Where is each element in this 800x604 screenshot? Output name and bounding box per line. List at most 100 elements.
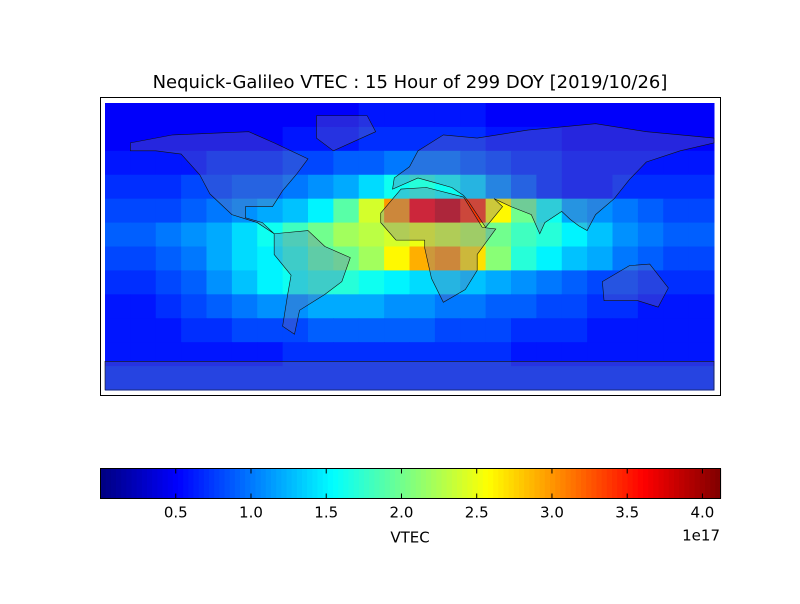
colorbar-swatch (379, 468, 386, 499)
heat-cell (155, 103, 182, 128)
continent (104, 360, 715, 391)
heat-cell (637, 222, 664, 247)
heat-cell (612, 294, 639, 319)
colorbar-swatch (529, 468, 536, 499)
heat-cell (105, 222, 131, 247)
heat-cell (485, 103, 512, 128)
colorbar-swatch (131, 468, 138, 499)
colorbar-swatch (627, 468, 634, 499)
heat-cell (511, 366, 537, 391)
heat-cell (231, 366, 258, 391)
colorbar-swatch (544, 468, 551, 499)
heat-cell (308, 294, 334, 319)
heat-cell (561, 103, 588, 128)
heat-cell (130, 198, 157, 224)
heat-cell (130, 270, 157, 295)
heat-cell (333, 246, 360, 271)
colorbar-swatch (637, 468, 644, 499)
heat-cell (181, 342, 207, 367)
colorbar-swatch (214, 468, 220, 499)
heat-cell (485, 366, 512, 391)
heat-cell (155, 198, 182, 224)
heat-cell (511, 246, 537, 271)
heat-cell (282, 222, 309, 247)
map-frame (100, 97, 721, 396)
heat-cell (206, 126, 233, 152)
colorbar-swatch (705, 468, 711, 499)
colorbar-swatch (534, 468, 541, 499)
colorbar-swatch (224, 468, 231, 499)
heat-cell (358, 222, 385, 247)
colorbar-swatch (405, 468, 412, 499)
heat-cell (434, 246, 461, 271)
heat-cell (561, 318, 588, 343)
heat-cell (434, 270, 461, 295)
heat-cell (536, 126, 563, 152)
heat-cell (231, 246, 258, 271)
heat-cell (206, 222, 233, 247)
heat-cell (536, 150, 563, 176)
heat-cell (181, 198, 207, 224)
heat-cell (511, 222, 537, 247)
colorbar-swatch (441, 468, 448, 499)
colorbar-swatch (420, 468, 427, 499)
heat-cell (105, 174, 131, 200)
colorbar-swatch (581, 468, 587, 499)
heat-cell (612, 246, 639, 271)
colorbar-swatch (457, 468, 463, 499)
heat-cell (409, 366, 436, 391)
continent (316, 115, 377, 152)
heat-cell (155, 366, 182, 391)
colorbar-swatch (338, 468, 344, 499)
colorbar-swatch (679, 468, 685, 499)
colorbar-swatch (699, 468, 706, 499)
heat-cell (637, 294, 664, 319)
heat-cell (333, 270, 360, 295)
heat-cell (333, 294, 360, 319)
chart-title: Nequick-Galileo VTEC : 15 Hour of 299 DO… (153, 72, 668, 93)
colorbar-swatch (498, 468, 505, 499)
colorbar-swatch (550, 468, 556, 499)
colorbar-swatch (472, 468, 479, 499)
heat-cell (561, 198, 588, 224)
colorbar-swatch (126, 468, 133, 499)
heat-cell (536, 103, 563, 128)
colorbar-swatch (668, 468, 675, 499)
colorbar-swatch (240, 468, 246, 499)
heat-cell (561, 246, 588, 271)
heat-cell (206, 366, 233, 391)
heat-cell (231, 174, 258, 200)
colorbar-swatch (358, 468, 365, 499)
colorbar-swatch (653, 468, 660, 499)
heat-cell (663, 198, 690, 224)
heat-cell (308, 174, 334, 200)
heat-cell (282, 103, 309, 128)
colorbar-swatch (586, 468, 592, 499)
heat-cell (105, 246, 131, 271)
colorbar-swatch (136, 468, 143, 499)
colorbar-swatch (612, 468, 618, 499)
heat-cell (105, 198, 131, 224)
colorbar (100, 468, 722, 499)
heat-cell (105, 366, 131, 391)
heat-cell (587, 150, 613, 176)
heat-cell (206, 270, 233, 295)
colorbar-swatch (622, 468, 629, 499)
heat-cell (333, 150, 360, 176)
colorbar-swatch (219, 468, 226, 499)
heat-cell (460, 198, 487, 224)
heat-cell (663, 174, 690, 200)
heat-cell (384, 126, 410, 152)
colorbar-swatch (431, 468, 437, 499)
heat-cell (511, 103, 537, 128)
heat-cell (231, 126, 258, 152)
colorbar-swatch (250, 468, 257, 499)
heat-cell (105, 294, 131, 319)
heat-cell (536, 198, 563, 224)
heat-cell (308, 150, 334, 176)
heat-cell (663, 342, 690, 367)
colorbar-swatch (255, 468, 262, 499)
heat-cell (333, 222, 360, 247)
heat-cell (384, 246, 410, 271)
